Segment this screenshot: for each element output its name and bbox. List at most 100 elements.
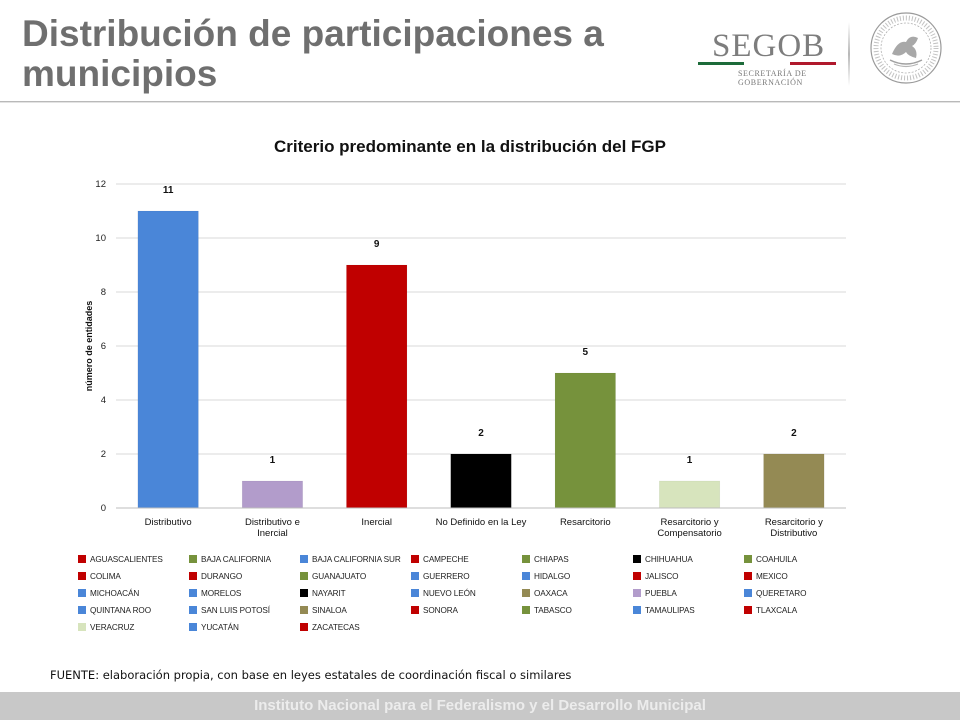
legend-label: COAHUILA	[756, 554, 798, 564]
page-title: Distribución de participaciones a munici…	[22, 13, 604, 94]
legend-item: PUEBLA	[633, 586, 744, 600]
segob-logo-subtitle-line2: GOBERNACIÓN	[738, 78, 803, 87]
legend-swatch	[633, 572, 641, 580]
legend-label: SONORA	[423, 605, 458, 615]
legend-label: ZACATECAS	[312, 622, 360, 632]
legend-swatch	[633, 555, 641, 563]
legend-item: MEXICO	[744, 569, 855, 583]
legend-swatch	[522, 572, 530, 580]
legend-label: COLIMA	[90, 571, 121, 581]
data-label: 1	[270, 455, 276, 466]
legend-swatch	[411, 589, 419, 597]
legend-swatch	[411, 555, 419, 563]
legend-swatch	[78, 606, 86, 614]
legend-swatch	[744, 555, 752, 563]
x-tick-label: Resarcitorio y	[765, 517, 823, 528]
legend-item: SAN LUIS POTOSÍ	[189, 603, 300, 617]
x-tick-label: Distributivo	[145, 517, 192, 528]
x-tick-label: Compensatorio	[657, 528, 721, 539]
legend-swatch	[300, 589, 308, 597]
x-tick-label: Inercial	[257, 528, 288, 539]
legend-item: COLIMA	[78, 569, 189, 583]
legend-label: YUCATÁN	[201, 622, 239, 632]
chart-title: Criterio predominante en la distribución…	[274, 137, 666, 156]
y-tick-label: 12	[95, 179, 106, 190]
legend-label: QUINTANA ROO	[90, 605, 151, 615]
legend-swatch	[78, 589, 86, 597]
legend-item: COAHUILA	[744, 552, 855, 566]
legend-swatch	[78, 623, 86, 631]
legend-item: GUANAJUATO	[300, 569, 411, 583]
legend-label: TLAXCALA	[756, 605, 798, 615]
x-tick-label: Distributivo e	[245, 517, 300, 528]
legend-label: GUANAJUATO	[312, 571, 367, 581]
chart-frame: Criterio predominante en la distribución…	[54, 118, 870, 650]
legend-swatch	[633, 589, 641, 597]
mexican-coat-of-arms-seal-icon	[868, 10, 944, 86]
bar	[346, 264, 408, 509]
legend-swatch	[744, 606, 752, 614]
legend-swatch	[300, 623, 308, 631]
legend-swatch	[633, 606, 641, 614]
footer-bar: Instituto Nacional para el Federalismo y…	[0, 692, 960, 720]
legend-swatch	[78, 555, 86, 563]
legend-label: CHIHUAHUA	[645, 554, 693, 564]
legend-item: CHIAPAS	[522, 552, 633, 566]
legend-item: HIDALGO	[522, 569, 633, 583]
x-tick-label: No Definido en la Ley	[436, 517, 527, 528]
legend-swatch	[189, 606, 197, 614]
legend-swatch	[522, 555, 530, 563]
legend-swatch	[189, 623, 197, 631]
title-divider	[0, 101, 960, 103]
legend-swatch	[411, 572, 419, 580]
legend-item: TLAXCALA	[744, 603, 855, 617]
legend-label: MORELOS	[201, 588, 242, 598]
data-label: 1	[687, 455, 693, 466]
legend-swatch	[522, 606, 530, 614]
legend-item: OAXACA	[522, 586, 633, 600]
legend-swatch	[189, 589, 197, 597]
legend-swatch	[189, 572, 197, 580]
bar-chart: Criterio predominante en la distribución…	[84, 137, 846, 539]
legend-label: JALISCO	[645, 571, 679, 581]
y-axis-label: número de entidades	[84, 301, 94, 392]
legend-label: NAYARIT	[312, 588, 346, 598]
y-tick-label: 8	[101, 287, 106, 298]
legend-label: CAMPECHE	[423, 554, 469, 564]
legend-swatch	[300, 555, 308, 563]
legend-swatch	[744, 572, 752, 580]
legend-item: SINALOA	[300, 603, 411, 617]
legend-label: PUEBLA	[645, 588, 677, 598]
legend-label: AGUASCALIENTES	[90, 554, 163, 564]
header-divider	[848, 22, 850, 86]
legend-item: YUCATÁN	[189, 620, 300, 634]
bar	[450, 453, 512, 509]
legend-label: BAJA CALIFORNIA	[201, 554, 271, 564]
legend-item: TABASCO	[522, 603, 633, 617]
data-label: 5	[583, 347, 589, 358]
legend-label: HIDALGO	[534, 571, 571, 581]
segob-logo: SEGOB SECRETARÍA DE GOBERNACIÓN	[694, 22, 844, 92]
legend-label: MICHOACÁN	[90, 588, 140, 598]
legend-item: QUINTANA ROO	[78, 603, 189, 617]
legend-swatch	[744, 589, 752, 597]
segob-logo-subtitle: SECRETARÍA DE GOBERNACIÓN	[738, 69, 838, 87]
legend-item: NUEVO LEÓN	[411, 586, 522, 600]
legend-item: MORELOS	[189, 586, 300, 600]
legend-label: BAJA CALIFORNIA SUR	[312, 554, 401, 564]
legend-label: OAXACA	[534, 588, 568, 598]
legend-swatch	[300, 606, 308, 614]
legend-label: VERACRUZ	[90, 622, 135, 632]
data-label: 2	[791, 428, 797, 439]
legend-item: MICHOACÁN	[78, 586, 189, 600]
segob-logo-stripes	[698, 62, 836, 65]
legend-label: QUERETARO	[756, 588, 807, 598]
y-tick-label: 2	[101, 449, 106, 460]
data-label: 11	[163, 185, 174, 196]
legend-item: NAYARIT	[300, 586, 411, 600]
legend-item: VERACRUZ	[78, 620, 189, 634]
bar	[554, 372, 616, 509]
x-tick-label: Resarcitorio	[560, 517, 611, 528]
legend-swatch	[411, 606, 419, 614]
legend-item: SONORA	[411, 603, 522, 617]
